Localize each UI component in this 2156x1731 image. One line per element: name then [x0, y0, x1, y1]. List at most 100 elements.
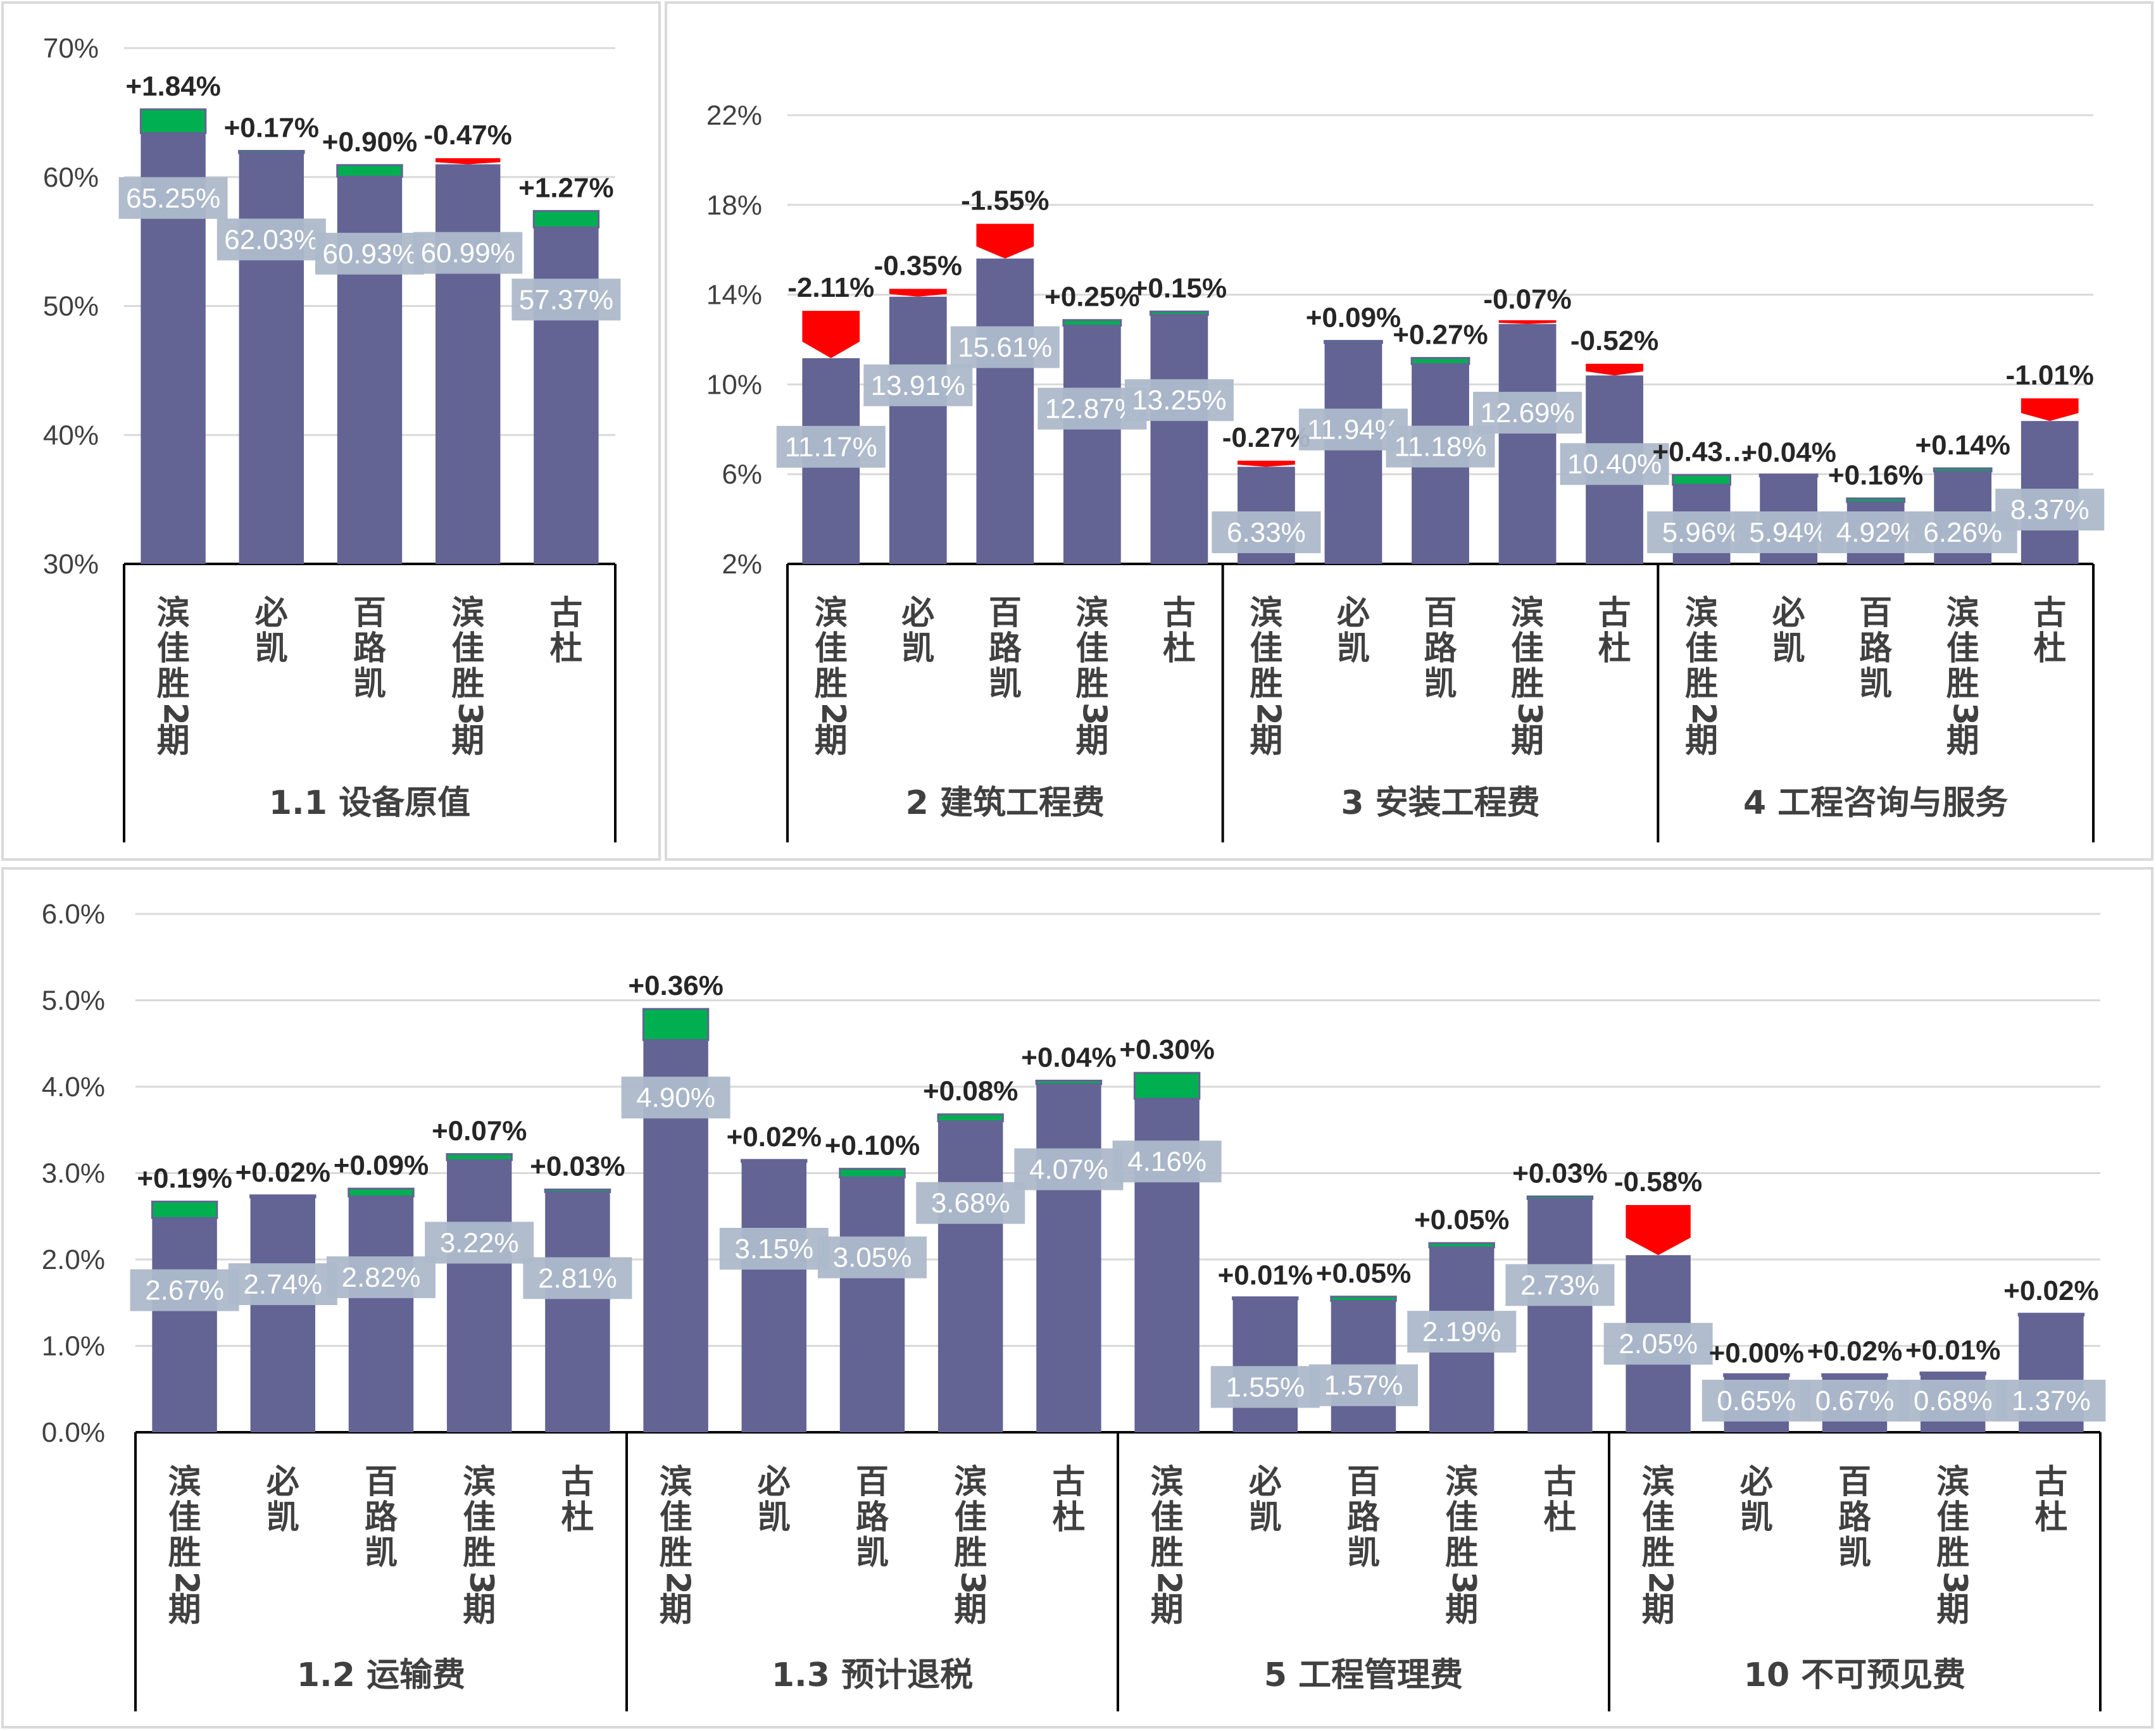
value-label-box	[130, 1269, 239, 1311]
delta-label: -0.35%	[874, 250, 962, 281]
value-label: 2.19%	[1422, 1316, 1501, 1347]
category-char: 期	[1151, 1591, 1184, 1629]
delta-label: +0.16%	[1828, 459, 1923, 491]
category-char: 滨	[815, 594, 848, 632]
category-char: 古	[1163, 594, 1196, 632]
value-label-box	[216, 218, 326, 261]
increase-segment	[1919, 1372, 1986, 1376]
decrease-segment	[1586, 363, 1643, 376]
category-char: 期	[1445, 1591, 1478, 1629]
category-char: 佳	[1511, 630, 1544, 668]
category-char: 凯	[1859, 665, 1892, 703]
category-char: 滨	[1946, 594, 1979, 632]
value-label: 12.87%	[1045, 394, 1139, 425]
category-char: 凯	[365, 1534, 398, 1572]
y-tick-label: 18%	[706, 190, 762, 221]
value-label: 8.37%	[2010, 494, 2090, 525]
category-char: 佳	[1946, 630, 1979, 668]
value-label-box	[1702, 1380, 1811, 1422]
bar	[446, 1160, 512, 1432]
increase-segment	[336, 164, 403, 178]
y-tick-label: 1.0%	[42, 1331, 105, 1362]
category-char: 胜	[1946, 665, 1979, 703]
bar	[741, 1161, 807, 1432]
category-label: 必凯	[758, 1463, 791, 1537]
group-label: 4 工程咨询与服务	[1743, 784, 2008, 822]
category-label: 古杜	[2034, 1463, 2067, 1537]
category-char: 佳	[660, 1499, 693, 1537]
delta-label: +0.02%	[2003, 1275, 2098, 1306]
delta-label: +0.30%	[1119, 1034, 1214, 1065]
value-label: 3.68%	[931, 1188, 1010, 1219]
value-label-box	[118, 177, 228, 219]
delta-label: +0.14%	[1915, 430, 2010, 461]
y-tick-label: 14%	[706, 280, 762, 311]
value-label: 1.55%	[1225, 1372, 1305, 1403]
group-label: 1.3 预计退税	[772, 1656, 973, 1694]
category-char: 3	[1510, 703, 1548, 725]
category-char: 佳	[1445, 1499, 1478, 1537]
category-char: 滨	[451, 594, 484, 632]
category-char: 胜	[1151, 1534, 1184, 1572]
bar	[1150, 315, 1208, 564]
category-char: 佳	[1075, 630, 1108, 668]
category-label: 必凯	[1740, 1463, 1773, 1537]
value-label: 4.90%	[636, 1082, 715, 1113]
category-char: 胜	[157, 665, 190, 703]
category-char: 滨	[1511, 594, 1544, 632]
category-char: 佳	[1151, 1499, 1184, 1537]
value-label-box	[1898, 1380, 2008, 1422]
decrease-segment	[1238, 460, 1295, 467]
category-char: 凯	[1424, 665, 1457, 703]
value-label: 5.96%	[1662, 517, 1741, 548]
chart-panel-other-fees: 0.0% 1.0% 2.0% 3.0% 4.0% 5.0% 6.0% 1.2 运输费 +0.19…	[1, 867, 2153, 1728]
delta-label: +0.36%	[628, 970, 723, 1001]
category-char: 滨	[1685, 594, 1718, 632]
category-char: 路	[353, 630, 387, 668]
delta-label: -1.55%	[961, 185, 1049, 216]
value-label: 2.74%	[243, 1269, 322, 1300]
delta-label: +1.27%	[518, 172, 613, 203]
y-tick-label: 3.0%	[42, 1158, 105, 1189]
value-label: 6.33%	[1227, 517, 1306, 548]
category-char: 古	[1543, 1463, 1576, 1501]
value-label-box	[1309, 1364, 1418, 1406]
bar	[1527, 1199, 1593, 1432]
group-label: 1.1 设备原值	[269, 784, 470, 822]
value-label: 1.57%	[1324, 1370, 1403, 1401]
category-label: 古杜	[561, 1463, 594, 1537]
bar	[435, 164, 501, 564]
category-char: 胜	[660, 1534, 693, 1572]
category-char: 杜	[1598, 630, 1631, 668]
category-char: 2	[659, 1572, 697, 1594]
y-tick-label: 22%	[706, 100, 762, 131]
value-label: 4.92%	[1836, 517, 1915, 548]
category-label: 百路凯	[1424, 594, 1457, 703]
category-char: 古	[1052, 1463, 1085, 1501]
category-label: 必凯	[1249, 1463, 1282, 1537]
category-char: 百	[365, 1463, 398, 1501]
category-char: 古	[2033, 594, 2066, 632]
delta-label: +0.25%	[1044, 282, 1139, 313]
category-label: 百路凯	[365, 1463, 398, 1572]
category-char: 2	[1249, 703, 1287, 725]
delta-label: +0.02%	[727, 1122, 822, 1153]
category-char: 杜	[2034, 1499, 2067, 1537]
value-label-box	[413, 232, 523, 274]
value-label: 60.93%	[322, 239, 417, 270]
category-char: 胜	[815, 665, 848, 703]
category-label: 百路凯	[856, 1463, 889, 1572]
y-tick-label: 0.0%	[42, 1417, 105, 1448]
bar	[239, 153, 304, 565]
value-label: 3.05%	[833, 1242, 912, 1273]
category-char: 胜	[1642, 1534, 1675, 1572]
category-char: 路	[1838, 1499, 1872, 1537]
category-label: 必凯	[1337, 594, 1370, 668]
